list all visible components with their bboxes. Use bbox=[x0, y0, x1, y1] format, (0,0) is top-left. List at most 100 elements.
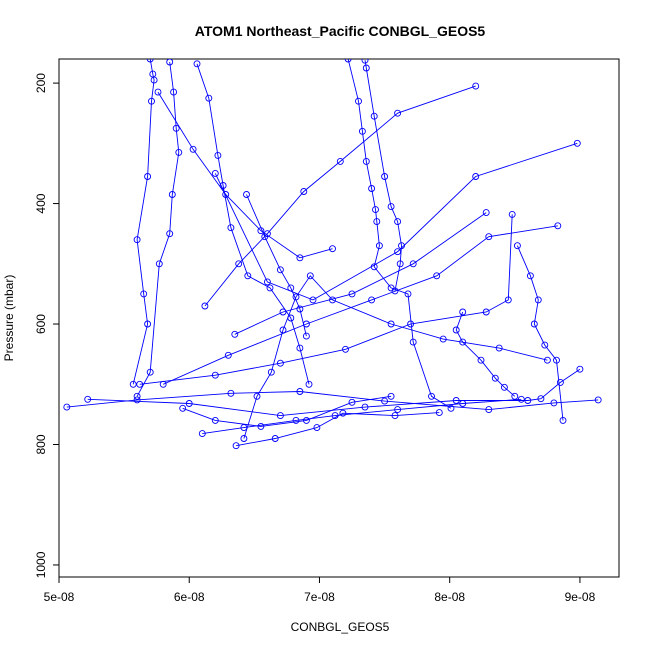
series-13 bbox=[211, 139, 581, 304]
data-point bbox=[391, 287, 399, 295]
data-point bbox=[550, 399, 558, 407]
data-point bbox=[306, 272, 314, 280]
data-point bbox=[543, 356, 551, 364]
data-point bbox=[244, 272, 252, 280]
data-point bbox=[198, 430, 206, 438]
data-point bbox=[524, 397, 532, 404]
series-11 bbox=[159, 222, 562, 388]
series-line bbox=[243, 275, 548, 439]
data-point bbox=[404, 290, 412, 298]
data-point bbox=[279, 326, 287, 334]
data-point bbox=[594, 396, 602, 404]
data-point bbox=[368, 296, 376, 304]
series-line bbox=[347, 59, 452, 409]
series-line bbox=[455, 311, 516, 397]
data-point bbox=[313, 424, 321, 432]
data-point bbox=[144, 320, 152, 328]
series-line bbox=[234, 212, 487, 335]
data-point bbox=[452, 397, 460, 404]
y-tick-label: 1000 bbox=[34, 551, 48, 578]
series-17 bbox=[513, 242, 567, 424]
data-point bbox=[267, 368, 275, 376]
data-point bbox=[146, 368, 154, 376]
data-point bbox=[253, 392, 261, 400]
data-point bbox=[433, 272, 441, 280]
series-line bbox=[132, 59, 155, 385]
data-point bbox=[329, 245, 336, 253]
data-point bbox=[276, 359, 284, 367]
data-point bbox=[537, 395, 545, 403]
data-point bbox=[541, 341, 549, 349]
data-point bbox=[459, 308, 467, 316]
data-point bbox=[172, 124, 180, 132]
data-point bbox=[263, 278, 271, 286]
data-point bbox=[485, 406, 493, 414]
series-7 bbox=[84, 365, 584, 420]
series-line bbox=[87, 368, 581, 417]
data-point bbox=[140, 290, 148, 298]
data-point bbox=[296, 388, 304, 395]
series-1 bbox=[129, 59, 158, 388]
y-axis-label: Pressure (mbar) bbox=[2, 275, 16, 362]
data-point bbox=[309, 296, 317, 304]
data-point bbox=[189, 145, 197, 153]
data-point bbox=[447, 404, 455, 412]
data-point bbox=[175, 148, 183, 156]
series-line bbox=[157, 91, 333, 259]
data-point bbox=[559, 416, 567, 424]
data-point bbox=[459, 400, 467, 407]
series-4 bbox=[344, 59, 455, 412]
data-point bbox=[235, 260, 243, 268]
data-point bbox=[211, 371, 219, 379]
data-point bbox=[452, 326, 460, 334]
series-line bbox=[136, 61, 180, 397]
series-line bbox=[214, 142, 578, 301]
data-point bbox=[409, 260, 417, 268]
data-point bbox=[394, 218, 402, 226]
series-12 bbox=[231, 209, 490, 338]
series-line bbox=[516, 245, 564, 421]
data-point bbox=[361, 59, 369, 64]
data-point bbox=[133, 396, 141, 404]
data-point bbox=[381, 397, 389, 405]
data-point bbox=[355, 97, 362, 105]
data-point bbox=[362, 64, 370, 72]
y-tick-label: 200 bbox=[34, 73, 48, 93]
data-point bbox=[391, 412, 399, 420]
data-point bbox=[185, 400, 193, 407]
data-point bbox=[205, 94, 213, 102]
data-point bbox=[193, 60, 201, 68]
data-point bbox=[232, 442, 240, 450]
chart-title: ATOM1 Northeast_Pacific CONBGL_GEOS5 bbox=[195, 23, 486, 39]
data-point bbox=[84, 395, 92, 403]
series-8 bbox=[198, 395, 525, 438]
data-point bbox=[381, 173, 389, 180]
data-point bbox=[261, 233, 269, 241]
series-2 bbox=[133, 59, 183, 400]
data-point bbox=[179, 404, 187, 412]
data-point bbox=[439, 335, 447, 343]
series-18 bbox=[452, 308, 519, 400]
series-20 bbox=[243, 191, 310, 340]
data-point bbox=[170, 88, 178, 96]
series-layer bbox=[63, 59, 602, 450]
data-point bbox=[513, 242, 521, 250]
data-point bbox=[219, 182, 227, 189]
x-tick-label: 7e-08 bbox=[304, 590, 335, 604]
data-point bbox=[511, 392, 519, 400]
y-axis: 200 400 600 800 1000 bbox=[34, 73, 59, 578]
series-10 bbox=[136, 210, 516, 388]
data-point bbox=[155, 260, 163, 268]
y-tick-label: 600 bbox=[34, 314, 48, 334]
data-point bbox=[287, 284, 295, 292]
data-point bbox=[472, 82, 480, 90]
data-point bbox=[435, 409, 443, 417]
data-point bbox=[495, 344, 503, 352]
data-point bbox=[292, 416, 300, 424]
data-point bbox=[224, 351, 232, 359]
data-point bbox=[375, 242, 383, 250]
data-point bbox=[166, 59, 174, 66]
series-line bbox=[139, 214, 513, 385]
data-point bbox=[302, 416, 310, 424]
